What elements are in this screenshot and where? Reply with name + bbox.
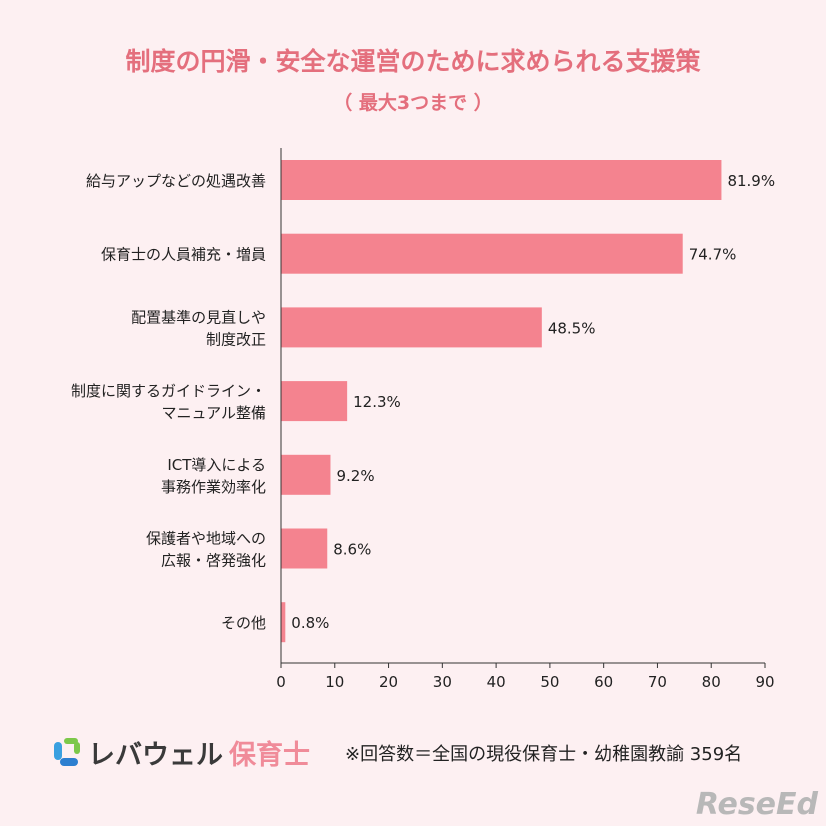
data-label: 81.9% bbox=[727, 172, 775, 190]
data-label: 8.6% bbox=[333, 541, 371, 559]
category-label: 制度に関するガイドライン・ bbox=[71, 382, 266, 400]
x-tick-label: 30 bbox=[433, 673, 452, 691]
bar bbox=[281, 233, 683, 274]
category-label: 事務作業効率化 bbox=[161, 478, 266, 496]
category-label: マニュアル整備 bbox=[161, 404, 266, 422]
category-label: その他 bbox=[221, 614, 266, 632]
category-label: 広報・啓発強化 bbox=[161, 552, 266, 570]
bar bbox=[281, 602, 286, 643]
data-label: 0.8% bbox=[291, 614, 329, 632]
category-label: 保護者や地域への bbox=[146, 530, 266, 548]
x-tick-label: 50 bbox=[540, 673, 559, 691]
bar bbox=[281, 381, 348, 422]
logo-text-main: レバウェル bbox=[88, 740, 223, 771]
category-label: 給与アップなどの処遇改善 bbox=[86, 172, 266, 190]
brand-logo: レバウェル 保育士 bbox=[52, 733, 310, 772]
chart-title: 制度の円滑・安全な運営のために求められる支援策 bbox=[125, 47, 701, 76]
bar bbox=[281, 528, 328, 569]
bar bbox=[281, 454, 331, 495]
chart-subtitle: （ 最大3つまで ） bbox=[333, 92, 493, 114]
x-tick-label: 70 bbox=[648, 673, 667, 691]
category-label: ICT導入による bbox=[167, 456, 266, 474]
x-tick-label: 60 bbox=[594, 673, 613, 691]
category-label: 保育士の人員補充・増員 bbox=[101, 246, 266, 264]
data-label: 12.3% bbox=[353, 393, 401, 411]
bar bbox=[281, 160, 722, 200]
x-tick-label: 20 bbox=[379, 673, 398, 691]
logo-text-sub: 保育士 bbox=[229, 740, 310, 771]
footnote: ※回答数＝全国の現役保育士・幼稚園教諭 359名 bbox=[345, 744, 743, 765]
bar bbox=[281, 307, 542, 348]
logo-icon bbox=[54, 737, 80, 766]
category-label: 制度改正 bbox=[206, 330, 266, 348]
category-label: 配置基準の見直しや bbox=[131, 308, 266, 326]
data-label: 74.7% bbox=[689, 246, 737, 264]
x-tick-label: 0 bbox=[276, 673, 286, 691]
x-tick-label: 40 bbox=[487, 673, 506, 691]
data-label: 48.5% bbox=[548, 319, 596, 337]
x-tick-label: 10 bbox=[325, 673, 344, 691]
x-tick-label: 90 bbox=[755, 673, 774, 691]
x-tick-label: 80 bbox=[702, 673, 721, 691]
data-label: 9.2% bbox=[336, 467, 374, 485]
watermark-logo: ReseEd bbox=[695, 787, 818, 822]
